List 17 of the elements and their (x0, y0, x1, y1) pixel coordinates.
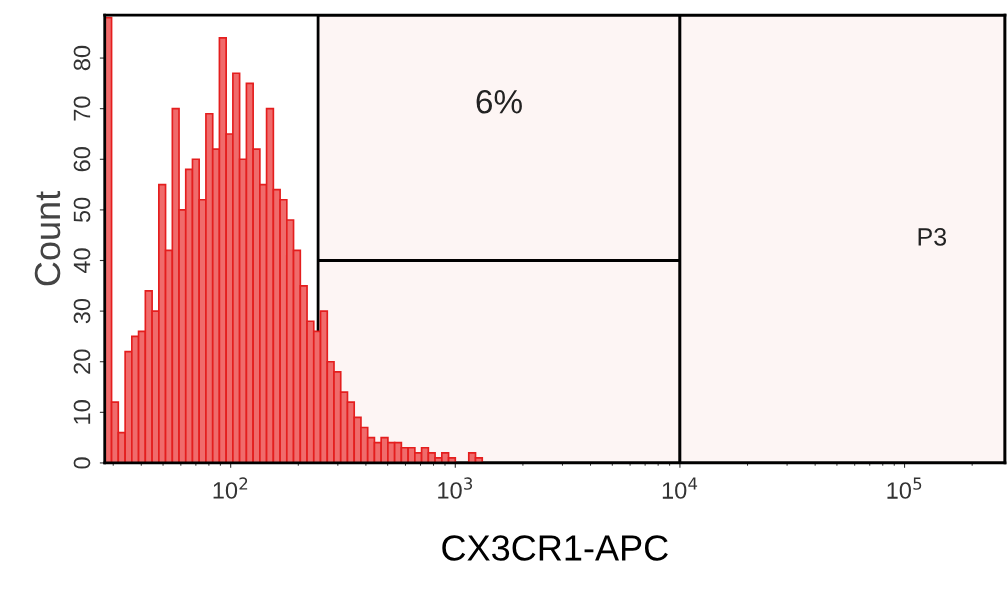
y-tick-label: 20 (73, 349, 91, 374)
y-tick-label: 10 (73, 400, 91, 424)
y-tick-label: 80 (73, 45, 91, 71)
band-label: P3 (918, 228, 947, 246)
x-tick-label: 10$^{4}$ (662, 477, 698, 499)
y-tick-label: 70 (73, 96, 91, 121)
x-tick-label: 10$^{3}$ (438, 477, 473, 499)
y-tick-label: 50 (73, 197, 91, 223)
x-axis-title: CX3CR1-APC (442, 535, 668, 561)
x-tick-label: 10$^{2}$ (213, 477, 248, 499)
y-tick-label: 40 (73, 248, 91, 274)
y-tick-label: 0 (73, 457, 91, 469)
y-axis-title: Count (34, 191, 61, 286)
y-tick-label: 30 (73, 298, 91, 324)
band-label: 6% (476, 89, 522, 114)
y-tick-label: 60 (73, 147, 91, 172)
x-tick-label: 10$^{5}$ (887, 477, 922, 499)
